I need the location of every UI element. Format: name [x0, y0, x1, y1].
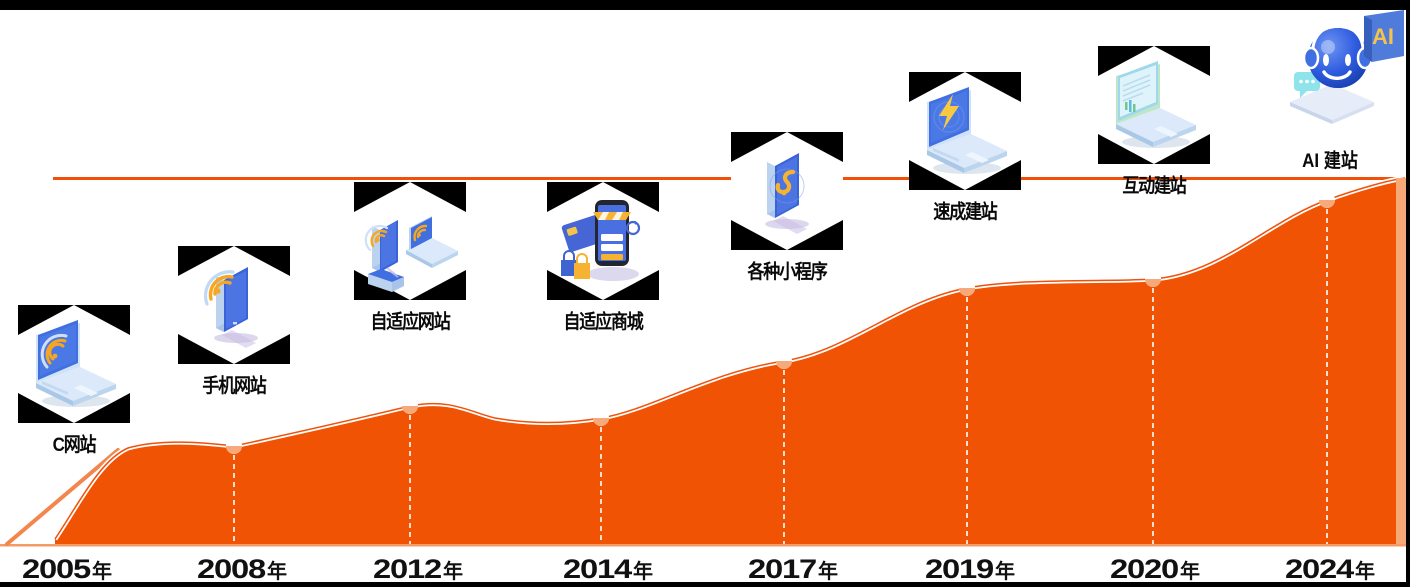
svg-text:年: 年	[1180, 559, 1200, 583]
svg-text:2020: 2020	[1110, 554, 1178, 584]
svg-text:年: 年	[92, 559, 112, 583]
svg-text:年: 年	[1355, 559, 1375, 583]
svg-text:2019: 2019	[925, 554, 994, 584]
svg-text:2014: 2014	[563, 554, 632, 584]
svg-text:年: 年	[818, 559, 838, 583]
svg-text:AI: AI	[1372, 24, 1394, 49]
svg-text:年: 年	[267, 559, 287, 583]
svg-text:2024: 2024	[1285, 554, 1354, 584]
svg-text:2005: 2005	[22, 554, 91, 584]
svg-text:年: 年	[443, 559, 463, 583]
svg-text:2012: 2012	[373, 554, 441, 584]
svg-text:年: 年	[995, 559, 1015, 583]
svg-text:2008: 2008	[197, 554, 266, 584]
svg-text:年: 年	[633, 559, 653, 583]
svg-text:2017: 2017	[748, 554, 816, 584]
